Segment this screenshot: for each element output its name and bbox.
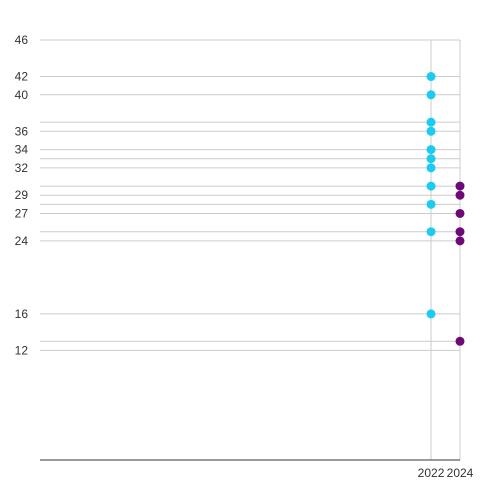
data-point-series-1: [426, 199, 436, 209]
data-point-series-1: [426, 154, 436, 164]
data-point-series-1: [426, 117, 436, 127]
data-point-series-2: [455, 181, 465, 191]
data-point-series-1: [426, 227, 436, 237]
y-tick-label: 46: [15, 33, 29, 47]
data-point-series-2: [455, 227, 465, 237]
x-tick-label: 2024: [447, 466, 474, 480]
y-tick-label: 34: [15, 143, 29, 157]
y-tick-label: 12: [15, 343, 29, 357]
y-tick-label: 36: [15, 124, 29, 138]
data-point-series-1: [426, 145, 436, 155]
y-tick-label: 27: [15, 206, 29, 220]
y-gridlines: [40, 39, 460, 351]
data-point-series-2: [455, 208, 465, 218]
data-point-series-2: [455, 190, 465, 200]
data-point-series-1: [426, 309, 436, 319]
data-point-series-2: [455, 336, 465, 346]
y-tick-label: 16: [15, 307, 29, 321]
x-gridlines: [430, 40, 461, 460]
y-tick-label: 29: [15, 188, 29, 202]
data-points: [426, 72, 465, 346]
x-tick-labels: 2022 2024: [418, 466, 474, 480]
y-tick-labels: 46 42 40 36 34 32 29 27 24 16 12: [15, 33, 29, 357]
y-tick-label: 40: [15, 88, 29, 102]
y-tick-label: 42: [15, 70, 29, 84]
data-point-series-1: [426, 72, 436, 82]
x-tick-label: 2022: [418, 466, 445, 480]
data-point-series-2: [455, 236, 465, 246]
y-tick-label: 24: [15, 234, 29, 248]
y-tick-label: 32: [15, 161, 29, 175]
data-point-series-1: [426, 126, 436, 136]
data-point-series-1: [426, 181, 436, 191]
data-point-series-1: [426, 163, 436, 173]
data-point-series-1: [426, 90, 436, 100]
